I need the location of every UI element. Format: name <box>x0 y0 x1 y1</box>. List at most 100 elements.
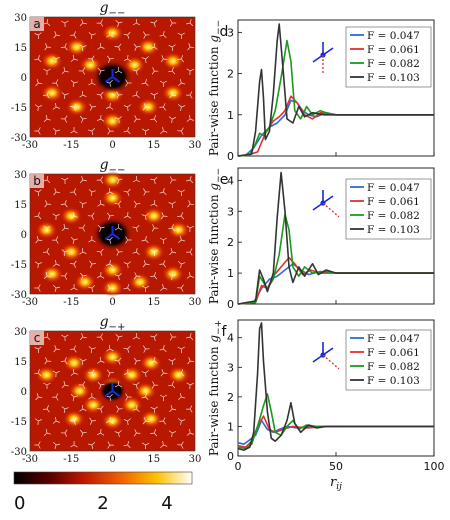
vortex-glyph <box>123 441 131 449</box>
vortex-glyph <box>34 104 43 112</box>
vortex-glyph <box>114 66 123 74</box>
y-tick-label: 1 <box>227 109 234 122</box>
heatmap-frame <box>29 330 196 452</box>
vortex-glyph <box>61 381 69 389</box>
vortex-glyph <box>35 393 43 401</box>
heatmap-title: g−+ <box>100 314 126 333</box>
y-tick-label: -15 <box>11 417 27 428</box>
vortex-glyph <box>42 405 50 413</box>
heatmap-frame <box>29 16 196 138</box>
vortex-glyph <box>150 249 158 257</box>
y-tick-label: 0 <box>21 387 27 398</box>
y-tick-label: 1 <box>227 420 234 433</box>
vortex-glyph <box>177 189 185 197</box>
vortex-glyph <box>89 417 96 425</box>
reference-glyph-arms <box>104 383 121 397</box>
vortex-glyph <box>34 212 42 220</box>
vortex-glyph <box>96 176 104 184</box>
vortex-glyph-field <box>34 19 195 136</box>
vortex-glyph <box>151 67 159 75</box>
y-tick-label: 0 <box>227 298 234 311</box>
vortex-glyph <box>97 199 105 207</box>
vortex-glyph <box>178 393 186 401</box>
x-tick-label: 50 <box>329 460 343 473</box>
vortex-glyph <box>159 417 166 425</box>
heatmap-peak <box>101 112 124 130</box>
vortex-glyph <box>35 236 43 244</box>
panel-letter: a <box>33 17 40 31</box>
heatmap-peak <box>142 207 165 225</box>
heatmap-peak <box>137 38 160 56</box>
heatmap-peak <box>162 84 184 102</box>
vortex-glyph <box>70 237 78 244</box>
vortex-glyph <box>123 31 131 39</box>
vortex-glyph <box>88 235 96 243</box>
legend: F = 0.047 F = 0.061 F = 0.082 F = 0.103 <box>345 26 432 88</box>
colorbar-gradient <box>13 471 193 485</box>
vortex-glyph <box>43 115 51 122</box>
vortex-glyph <box>61 67 69 75</box>
y-tick-label: 3 <box>227 361 234 374</box>
vortex-glyph <box>61 406 69 413</box>
vortex-glyph <box>106 212 114 220</box>
vortex-glyph <box>177 284 184 292</box>
vortex-glyph <box>150 406 158 414</box>
vortex-glyph <box>96 19 104 27</box>
vortex-glyph <box>34 369 42 377</box>
vortex-glyph <box>44 357 52 365</box>
vortex-glyph <box>186 333 194 341</box>
vortex-glyph <box>186 382 194 390</box>
reference-glyph-arms <box>104 226 121 240</box>
vortex-glyph <box>89 103 96 111</box>
heatmap-peak <box>65 38 88 56</box>
heatmap-peak <box>35 366 58 384</box>
vortex-glyph <box>61 249 69 256</box>
vortex-glyph <box>123 261 132 269</box>
reference-glyph <box>104 383 121 397</box>
vortex-glyph <box>97 356 105 364</box>
heatmap-peak <box>74 273 96 291</box>
vortex-glyph <box>168 224 176 232</box>
y-axis-label: Pair-wise function g−− <box>207 20 224 156</box>
colorbar: 0 2 4 <box>13 471 193 514</box>
vortex-glyph <box>123 418 132 426</box>
vortex-glyph <box>116 91 123 99</box>
vortex-glyph <box>34 346 42 354</box>
vortex-glyph <box>115 176 123 184</box>
vortex-glyph <box>115 333 123 341</box>
x-tick-label: -30 <box>22 454 38 465</box>
vortex-glyph <box>160 441 168 448</box>
x-tick-label: 0 <box>109 140 115 151</box>
vortex-glyph <box>34 284 41 292</box>
vortex-glyph <box>88 284 96 292</box>
vortex-glyph <box>160 55 168 63</box>
vortex-glyph <box>125 393 132 401</box>
y-tick-label: 2 <box>227 68 234 81</box>
heatmap-panel-a: g−− a 30 15 0 -15 -30-30 -15 0 15 30 <box>11 0 201 151</box>
vortex-glyph <box>168 116 177 124</box>
vortex-glyph <box>105 416 114 424</box>
x-tick-label: 30 <box>189 297 202 308</box>
vortex-glyph <box>125 79 132 87</box>
vortex-glyph <box>52 213 60 221</box>
legend-entry: F = 0.047 <box>367 333 420 345</box>
vortex-glyph <box>178 79 186 87</box>
heatmap-peak <box>140 354 162 372</box>
vortex-glyph <box>70 283 78 291</box>
heatmap-peak <box>129 273 151 291</box>
heatmap-peak <box>101 412 124 430</box>
vortex-glyph <box>87 369 95 377</box>
vortex-glyph <box>143 188 150 196</box>
inset-glyph <box>312 190 340 218</box>
heatmap-peak <box>41 84 63 102</box>
vortex-glyph <box>96 428 105 436</box>
vortex-glyph <box>105 102 114 110</box>
y-tick-label: 0 <box>227 150 234 163</box>
heatmap-peak <box>134 382 157 400</box>
vortex-glyph <box>88 441 96 449</box>
vortex-glyph <box>78 224 86 232</box>
legend-entry: F = 0.082 <box>367 58 420 70</box>
vortex-glyph <box>123 188 131 196</box>
panel-letter: f <box>222 324 228 340</box>
